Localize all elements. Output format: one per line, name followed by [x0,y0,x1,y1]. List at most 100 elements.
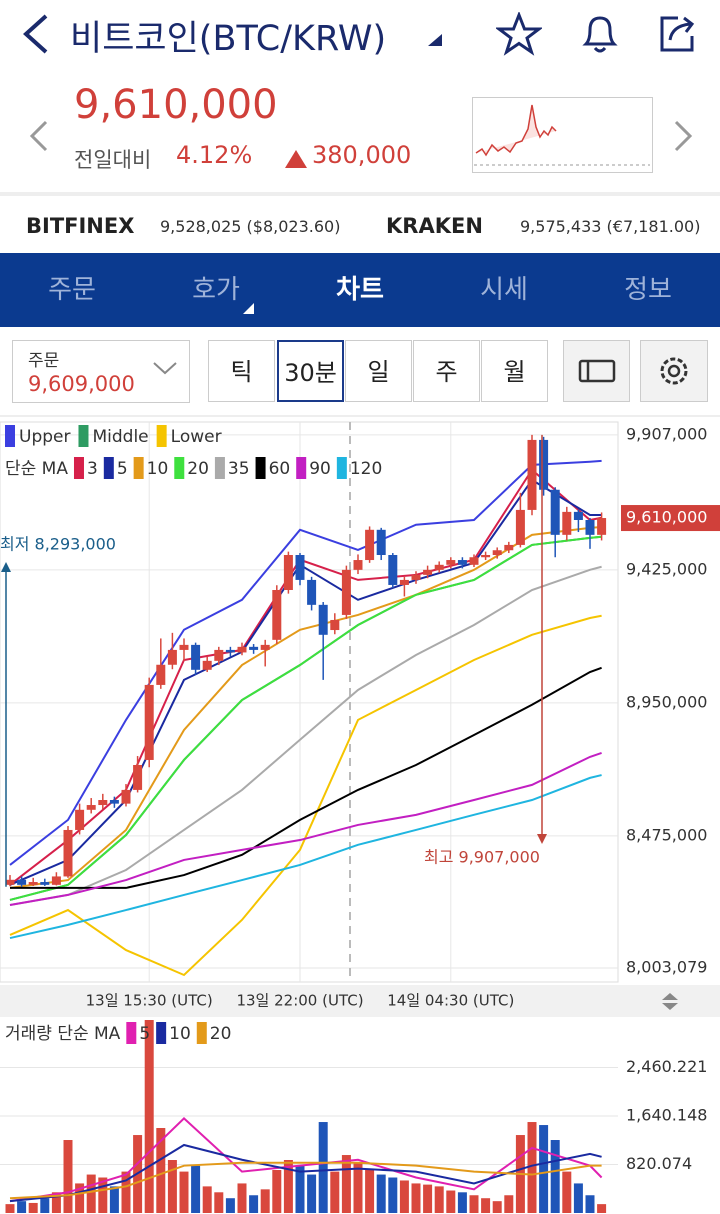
y-tick-label: 9,907,000 [626,424,707,443]
volume-bar [353,1162,363,1213]
y-tick-label: 820.074 [626,1154,692,1173]
tab[interactable]: 주문 [48,275,96,305]
volume-bar [585,1195,595,1213]
candle-body [457,560,467,565]
candle-body [51,876,61,885]
candle-body [550,489,560,535]
legend-label: Middle [92,427,148,447]
legend-swatch [174,457,185,479]
legend-swatch [214,457,225,479]
tab-bar [0,253,720,327]
interval-button-selected[interactable]: 30분 [277,340,344,402]
volume-bar [434,1186,444,1213]
y-tick-label: 2,460.221 [626,1057,707,1076]
interval-button[interactable]: 일 [345,340,412,402]
legend-label: 10 [147,459,169,479]
tab[interactable]: 시세 [480,275,528,305]
legend-swatch [255,457,266,479]
volume-bar [376,1174,386,1213]
candle-body [365,529,375,561]
sparkline [472,97,653,173]
candle-body [504,544,514,551]
share-icon[interactable] [656,12,700,56]
title-dropdown[interactable] [426,32,444,48]
last-price-box [621,505,720,532]
candle-body [86,805,96,810]
alarm-icon[interactable] [578,10,622,56]
legend-swatch [78,425,89,447]
candle-body [434,564,444,570]
volume-bar [249,1195,259,1213]
volume-bar [202,1186,212,1213]
y-tick-label: 9,425,000 [626,559,707,578]
volume-bar [295,1165,305,1213]
candle-body [5,879,15,885]
annotation: 최저 8,293,000 [0,535,116,554]
volume-bar [399,1180,409,1213]
legend-label: 60 [269,459,291,479]
interval-button[interactable]: 월 [481,340,548,402]
candle-body [225,649,235,653]
line-series [9,1161,602,1200]
volume-bar [330,1171,340,1213]
up-triangle [285,150,307,168]
tab-active[interactable]: 차트 [336,275,384,305]
volume-bar [75,1183,85,1213]
candle-body [330,619,340,631]
prev-button[interactable] [26,118,50,154]
back-button[interactable] [18,12,54,56]
legend-label: 35 [228,459,250,479]
tab[interactable]: 호가 [192,275,240,305]
volume-bar [28,1202,38,1213]
next-button[interactable] [672,118,696,154]
legend-swatch [156,1022,167,1044]
tab-corner [243,303,254,314]
volume-bar [191,1165,201,1213]
candle-body [156,664,166,685]
y-tick-label: 8,950,000 [626,692,707,711]
interval-button[interactable]: 주 [413,340,480,402]
volume-bar [550,1140,560,1213]
volume-bar [597,1204,607,1213]
candle-body [562,511,572,535]
tab[interactable]: 정보 [624,275,672,305]
volume-bar [40,1198,50,1213]
candle-body [109,800,119,804]
volume-bar [17,1201,27,1213]
resize-icon[interactable] [662,1003,678,1010]
volume-bar [573,1183,583,1213]
y-tick-label: 8,475,000 [626,825,707,844]
candle-body [423,569,433,575]
candle-body [40,882,50,885]
volume-bar [63,1140,73,1213]
candle-body [237,646,247,653]
candle-body [411,574,421,580]
interval-button[interactable]: 틱 [208,340,275,402]
divider [0,192,720,196]
legend-title: 단순 MA [5,459,68,479]
candle-body [214,649,224,661]
volume-bar [51,1192,61,1213]
candle-body [98,800,108,806]
volume-bar [504,1195,514,1213]
settings-button[interactable] [640,340,708,402]
favorite-icon[interactable] [496,12,542,56]
order-dropdown [153,362,177,375]
volume-bar [307,1174,317,1213]
volume-bar [562,1171,572,1213]
volume-bar [144,1020,154,1213]
volume-bar [492,1201,502,1213]
order-box[interactable] [12,340,190,403]
resize-icon[interactable] [662,993,678,1000]
change-label: 전일대비 [74,148,152,172]
volume-bar [86,1174,96,1213]
candle-body [469,557,479,565]
title: 비트코인(BTC/KRW) [70,19,387,59]
candle-body [353,560,363,570]
legend-swatch [296,457,307,479]
legend-swatch [103,457,114,479]
low-arrowhead [1,562,11,572]
layout-button[interactable] [563,340,630,402]
volume-bar [365,1168,375,1213]
volume-bar [318,1122,328,1213]
